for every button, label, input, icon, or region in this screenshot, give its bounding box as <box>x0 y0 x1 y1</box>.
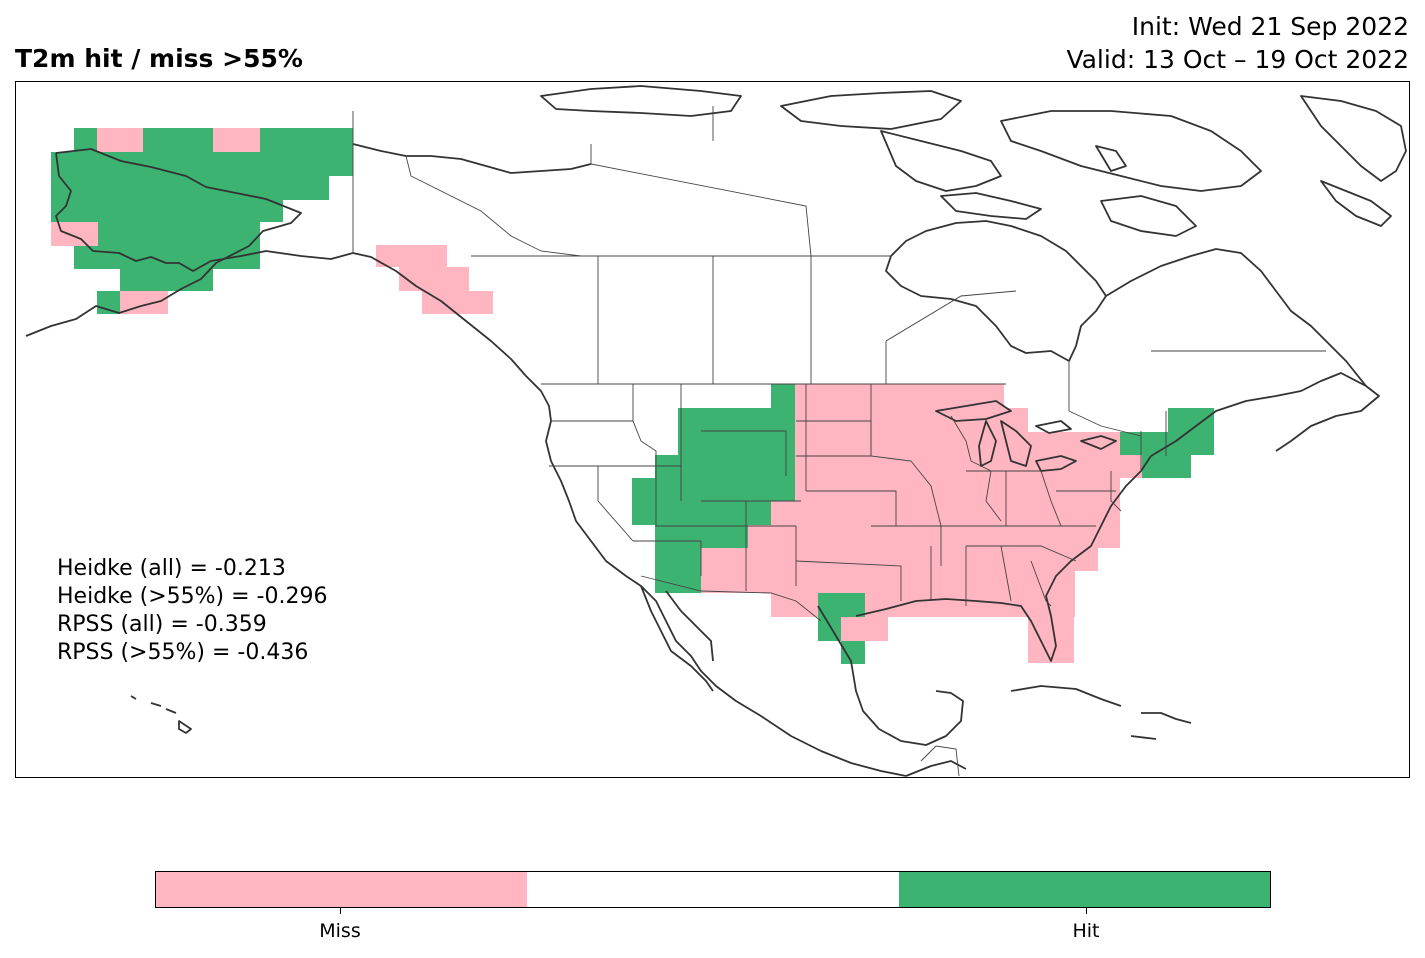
colorbar-tick-miss <box>340 908 341 914</box>
heidke-above-55: Heidke (>55%) = -0.296 <box>57 584 328 609</box>
map-panel <box>15 81 1410 778</box>
hit-miss-grid <box>51 128 1214 664</box>
init-date: Init: Wed 21 Sep 2022 <box>1131 12 1409 41</box>
rpss-all: RPSS (all) = -0.359 <box>57 612 267 637</box>
colorbar <box>155 871 1271 908</box>
colorbar-tick-hit <box>1086 908 1087 914</box>
rpss-above-55: RPSS (>55%) = -0.436 <box>57 640 309 665</box>
colorbar-label-hit: Hit <box>1072 920 1100 942</box>
valid-date: Valid: 13 Oct – 19 Oct 2022 <box>1066 45 1409 74</box>
coastlines <box>25 85 1407 777</box>
skill-scores: Heidke (all) = -0.213 Heidke (>55%) = -0… <box>57 555 327 667</box>
map-title: T2m hit / miss >55% <box>15 44 303 73</box>
colorbar-neutral-segment <box>527 872 899 907</box>
colorbar-miss-segment <box>156 872 528 907</box>
heidke-all: Heidke (all) = -0.213 <box>57 556 286 581</box>
colorbar-hit-segment <box>898 872 1270 907</box>
forecast-dates: Init: Wed 21 Sep 2022 Valid: 13 Oct – 19… <box>1066 10 1409 76</box>
colorbar-label-miss: Miss <box>319 920 361 942</box>
political-borders <box>352 106 1326 777</box>
north-america-map <box>25 85 1407 777</box>
